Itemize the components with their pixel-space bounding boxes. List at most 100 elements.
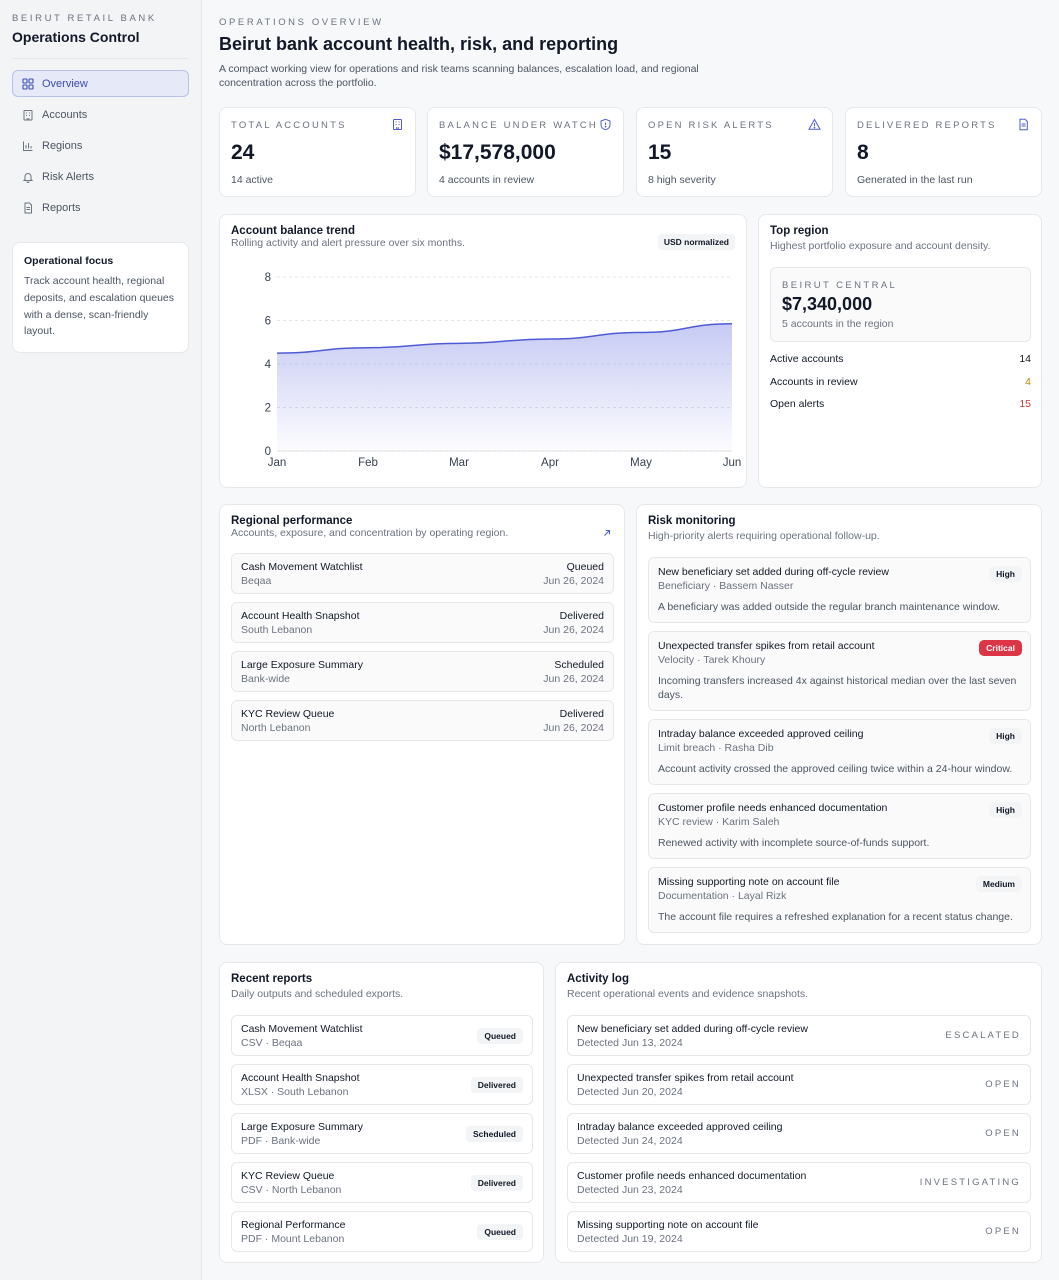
list-item[interactable]: Large Exposure Summary PDF · Bank-wide S… [231,1113,533,1154]
risk-alert-item[interactable]: Missing supporting note on account file … [648,867,1031,933]
severity-badge: High [989,802,1022,818]
sidebar-item-overview[interactable]: Overview [12,70,189,97]
list-item[interactable]: Intraday balance exceeded approved ceili… [567,1113,1031,1154]
list-item[interactable]: Regional Performance PDF · Mount Lebanon… [231,1211,533,1252]
report-name: Regional Performance [241,1219,346,1231]
x-tick-label: Jun [723,457,742,469]
top-region-card: Top region Highest portfolio exposure an… [758,214,1042,488]
chart-title: Account balance trend [231,225,355,237]
list-item[interactable]: Account Health Snapshot South Lebanon De… [231,602,614,643]
severity-badge: Critical [979,640,1022,656]
regional-performance-card: Regional performance Accounts, exposure,… [219,504,625,945]
sidebar-item-regions[interactable]: Regions [12,132,189,159]
report-date: Jun 26, 2024 [543,673,604,685]
external-link-icon[interactable] [602,525,612,536]
warning-icon [808,118,821,131]
event-date: Detected Jun 24, 2024 [577,1135,683,1147]
event-title: Missing supporting note on account file [577,1219,759,1231]
list-item[interactable]: Missing supporting note on account file … [567,1211,1031,1252]
list-item[interactable]: KYC Review Queue CSV · North Lebanon Del… [231,1162,533,1203]
page-kicker: OPERATIONS OVERVIEW [219,17,384,28]
severity-badge: High [989,728,1022,744]
metric-open-alerts: Open alerts 15 [770,393,1031,416]
regional-title: Regional performance [231,515,353,527]
sidebar: BEIRUT RETAIL BANK Operations Control Ov… [0,0,202,1280]
activity-subtitle: Recent operational events and evidence s… [567,988,809,1000]
event-title: Customer profile needs enhanced document… [577,1170,807,1182]
report-status: Scheduled [554,659,604,671]
sidebar-item-accounts[interactable]: Accounts [12,101,189,128]
risk-alert-item[interactable]: Customer profile needs enhanced document… [648,793,1031,859]
severity-badge: High [989,566,1022,582]
alert-title: Unexpected transfer spikes from retail a… [658,640,875,652]
risk-alert-item[interactable]: Intraday balance exceeded approved ceili… [648,719,1031,785]
list-item[interactable]: Large Exposure Summary Bank-wide Schedul… [231,651,614,692]
sidebar-divider [12,58,189,59]
risk-alert-item[interactable]: Unexpected transfer spikes from retail a… [648,631,1031,711]
alert-title: Missing supporting note on account file [658,876,840,888]
list-item[interactable]: KYC Review Queue North Lebanon Delivered… [231,700,614,741]
report-name: Cash Movement Watchlist [241,1023,363,1035]
operational-focus-card: Operational focus Track account health, … [12,242,189,354]
risk-subtitle: High-priority alerts requiring operation… [648,530,880,542]
report-region: North Lebanon [241,722,311,734]
alert-title: Customer profile needs enhanced document… [658,802,888,814]
activity-list: New beneficiary set added during off-cyc… [567,1015,1031,1260]
recent-reports-card: Recent reports Daily outputs and schedul… [219,962,544,1263]
metric-label: Active accounts [770,353,844,366]
alert-meta: Velocity · Tarek Khoury [658,654,766,666]
reports-title: Recent reports [231,973,313,985]
sidebar-item-label: Overview [42,77,88,90]
stat-sub: 14 active [231,174,274,186]
stat-value: $17,578,000 [439,141,556,164]
building-icon [22,109,34,121]
event-status: OPEN [985,1226,1021,1237]
sidebar-item-label: Regions [42,139,83,152]
report-name: Large Exposure Summary [241,659,363,671]
status-badge: Delivered [470,1175,523,1191]
list-item[interactable]: Customer profile needs enhanced document… [567,1162,1031,1203]
activity-title: Activity log [567,973,629,985]
brand-kicker: BEIRUT RETAIL BANK [12,13,157,24]
reports-subtitle: Daily outputs and scheduled exports. [231,988,404,1000]
bell-icon [22,171,34,183]
alert-title: Intraday balance exceeded approved ceili… [658,728,864,740]
alert-description: The account file requires a refreshed ex… [658,911,1013,923]
document-icon [22,202,34,214]
list-item[interactable]: Unexpected transfer spikes from retail a… [567,1064,1031,1105]
report-meta: PDF · Bank-wide [241,1135,321,1147]
alert-meta: Beneficiary · Bassem Nasser [658,580,794,592]
severity-badge: Medium [975,876,1022,892]
list-item[interactable]: Cash Movement Watchlist Beqaa Queued Jun… [231,553,614,594]
list-item[interactable]: New beneficiary set added during off-cyc… [567,1015,1031,1056]
risk-list: New beneficiary set added during off-cyc… [648,557,1031,941]
risk-alert-item[interactable]: New beneficiary set added during off-cyc… [648,557,1031,623]
alert-title: New beneficiary set added during off-cyc… [658,566,889,578]
stat-value: 8 [857,141,869,164]
report-meta: PDF · Mount Lebanon [241,1233,345,1245]
bar-chart-icon [22,140,34,152]
building-icon [391,118,404,131]
list-item[interactable]: Cash Movement Watchlist CSV · Beqaa Queu… [231,1015,533,1056]
regional-list: Cash Movement Watchlist Beqaa Queued Jun… [231,553,614,749]
list-item[interactable]: Account Health Snapshot XLSX · South Leb… [231,1064,533,1105]
region-exposure-value: $7,340,000 [782,294,873,314]
page-subtitle: A compact working view for operations an… [219,63,699,89]
status-badge: Queued [477,1224,523,1240]
regional-subtitle: Accounts, exposure, and concentration by… [231,527,509,539]
stat-label: DELIVERED REPORTS [857,120,997,131]
event-status: INVESTIGATING [919,1177,1021,1188]
event-status: OPEN [985,1128,1021,1139]
sidebar-item-label: Reports [42,201,81,214]
report-region: Bank-wide [241,673,291,685]
report-meta: CSV · North Lebanon [241,1184,342,1196]
report-region: Beqaa [241,575,272,587]
grid-icon [22,77,34,90]
report-name: KYC Review Queue [241,708,335,720]
report-name: Account Health Snapshot [241,610,360,622]
sidebar-item-reports[interactable]: Reports [12,194,189,221]
sidebar-item-risk-alerts[interactable]: Risk Alerts [12,163,189,190]
report-status: Delivered [559,610,604,622]
series-area [277,323,732,451]
stat-sub: 8 high severity [648,174,716,186]
